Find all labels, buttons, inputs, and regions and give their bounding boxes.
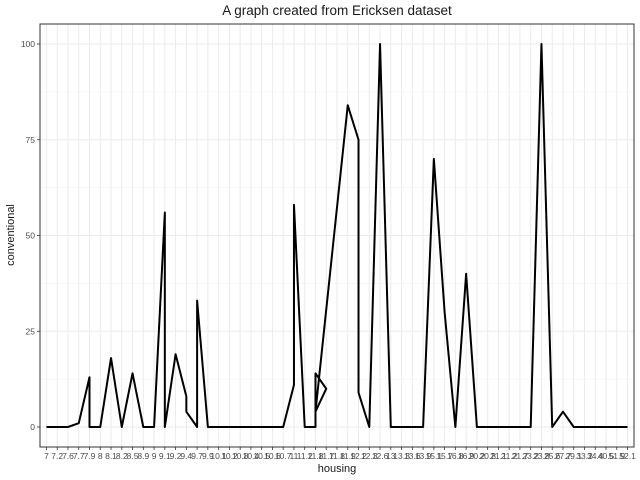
x-tick-label: 9.1: [159, 451, 171, 461]
x-tick-label: 12.3: [361, 451, 378, 461]
x-tick-label: 11.7: [318, 451, 334, 461]
plot-area: 0 25 50 75 100 7 7.27.67.77.9 8 8.18.28.58.9 9 9.1…: [21, 23, 636, 461]
x-tick-label: 10.8: [232, 451, 249, 461]
x-tick-label: 33.2: [576, 451, 593, 461]
y-tick-label: 75: [26, 135, 36, 145]
x-axis-title: housing: [318, 463, 357, 475]
x-tick-label: 29.1: [565, 451, 582, 461]
x-tick-label: 10.7: [275, 451, 292, 461]
panel-border: [39, 23, 635, 448]
x-tick-label: 9.2: [170, 451, 182, 461]
x-tick-label: 7.7: [73, 451, 85, 461]
x-tick-label: 13.9: [415, 451, 432, 461]
y-tick-label: 100: [21, 39, 35, 49]
x-tick-label: 8.2: [116, 451, 128, 461]
x-tick-label: 51.9: [609, 451, 626, 461]
x-tick-label: 21.7: [512, 451, 529, 461]
x-tick-label: 15.1: [426, 451, 443, 461]
x-tick-label: 10.4: [243, 451, 260, 461]
x-tick-label: 12.6: [372, 451, 389, 461]
x-tick-label: 8.5: [127, 451, 139, 461]
y-tick-label: 25: [26, 326, 36, 336]
series-line: [46, 43, 628, 428]
x-tick-label: 13.6: [404, 451, 421, 461]
x-tick-label: 13.3: [393, 451, 410, 461]
x-tick-label: 7.2: [51, 451, 63, 461]
x-tick-label: 7: [44, 451, 49, 461]
x-tick-label: 8.9: [137, 451, 149, 461]
x-tick-label: 10.5: [253, 451, 270, 461]
x-tick-label: 16.9: [458, 451, 475, 461]
x-tick-label: 52.1: [619, 451, 636, 461]
x-tick-label: 9: [152, 451, 157, 461]
x-tick-label: 20.8: [479, 451, 496, 461]
x-tick-label: 11.8: [308, 451, 324, 461]
x-tick-label: 11.9: [340, 451, 356, 461]
x-tick-label: 9.7: [191, 451, 203, 461]
x-tick-label: 34.4: [587, 451, 604, 461]
x-tick-label: 8: [98, 451, 103, 461]
x-tick-label: 16.8: [447, 451, 464, 461]
x-tick-label: 15.7: [436, 451, 453, 461]
x-tick-label: 11: [290, 451, 299, 461]
x-tick-label: 7.6: [62, 451, 74, 461]
y-axis-title: conventional: [5, 204, 17, 266]
x-tick-label: 21.2: [501, 451, 518, 461]
x-tick-label: 10.6: [264, 451, 281, 461]
x-tick-label: 25.6: [544, 451, 561, 461]
x-tick-label: 40.5: [598, 451, 615, 461]
x-tick-label: 9.4: [180, 451, 192, 461]
x-tick-label: 21.1: [490, 451, 507, 461]
x-tick-label: 10.2: [221, 451, 238, 461]
x-tick-label: 7.9: [84, 451, 96, 461]
x-tick-label: 20.2: [469, 451, 486, 461]
x-tick-label: 23.2: [522, 451, 539, 461]
y-tick-label: 50: [26, 231, 36, 241]
x-tick-label: 11.2: [297, 451, 313, 461]
x-tick-label: 10.1: [210, 451, 227, 461]
x-tick-label: 9.9: [202, 451, 214, 461]
y-tick-label: 0: [30, 422, 35, 432]
x-tick-label: 23.8: [533, 451, 550, 461]
x-tick-label: 12.2: [350, 451, 367, 461]
x-tick-label: 13: [386, 451, 396, 461]
x-tick-label: 8.1: [105, 451, 117, 461]
x-tick-label: 27.7: [555, 451, 572, 461]
x-tick-label: 11.8: [329, 451, 345, 461]
chart-title: A graph created from Ericksen dataset: [222, 3, 452, 18]
